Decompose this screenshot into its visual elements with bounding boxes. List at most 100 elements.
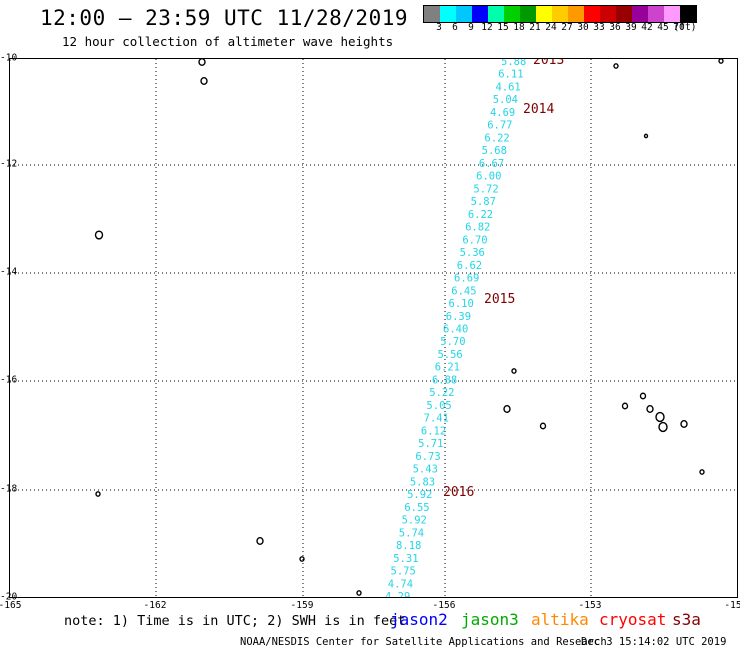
wave-height-label: 4.74 [388,578,413,590]
wave-height-label: 6.73 [415,451,440,463]
legend-label: 18 [513,22,525,33]
island-outline [299,556,305,562]
legend-swatch [648,6,664,22]
island-outline [356,590,362,596]
legend-label: 24 [545,22,557,33]
x-axis-tick-label: -159 [290,600,314,611]
wave-height-label: 7.41 [424,413,449,425]
altimeter-track: 5.886.114.615.044.696.776.225.686.676.00… [385,59,526,598]
wave-height-label: 6.67 [479,158,504,170]
wave-height-label: 6.62 [457,260,482,272]
island-outline [539,422,547,430]
wave-height-label: 6.69 [454,273,479,285]
y-axis-tick-label: -12 [0,158,18,170]
wave-height-label: 6.21 [435,362,460,374]
footer-credit: NOAA/NESDIS Center for Satellite Applica… [240,636,607,648]
page-subtitle: 12 hour collection of altimeter wave hei… [62,34,394,49]
wave-height-label: 5.36 [460,247,485,259]
legend-label: 9 [468,22,474,33]
units-note: note: 1) Time is in UTC; 2) SWH is in fe… [64,613,406,629]
wave-height-label: 6.39 [446,311,471,323]
wave-height-label: 5.31 [393,553,418,565]
legend-swatch [568,6,584,22]
island-outline [200,77,208,86]
legend-swatch [456,6,472,22]
legend-label: 27 [561,22,573,33]
wave-height-label: 5.70 [440,336,465,348]
island-outline [256,537,264,546]
wave-height-label: 5.92 [402,515,427,527]
island-outline [621,402,629,410]
grid-lines [10,59,737,597]
legend-label: 3 [436,22,442,33]
island-outline [655,411,665,423]
wave-height-label: 5.22 [429,387,454,399]
x-axis-tick-label: -15 [724,600,740,611]
y-axis-tick-label: -16 [0,374,18,386]
track-annotations: 2013 2014 2015 2016 [443,59,564,500]
footer: NOAA/NESDIS Center for Satellite Applica… [240,636,726,648]
legend-swatch [616,6,632,22]
x-axis-tick-label: -153 [578,600,602,611]
legend-swatch [600,6,616,22]
island-outline [643,133,649,139]
wave-height-label: 6.45 [451,285,476,297]
legend-swatch [440,6,456,22]
legend-label: 30 [577,22,589,33]
x-axis-tick-label: -162 [143,600,167,611]
wave-height-label: 6.11 [498,69,523,81]
y-axis-tick-label: -18 [0,483,18,495]
legend-label: 39 [625,22,637,33]
island-outline [613,63,619,69]
wave-height-label: 8.18 [396,540,421,552]
wave-height-label: 6.40 [443,324,468,336]
wave-height-label: 6.10 [449,298,474,310]
legend-swatch [552,6,568,22]
legend-swatch [504,6,520,22]
wave-height-label: 6.00 [476,171,501,183]
satellite-label-jason3: jason3 [461,610,519,629]
satellite-label-altika: altika [531,610,589,629]
wave-height-label: 6.70 [462,234,487,246]
island-outline [503,405,511,414]
wave-height-label: 5.87 [471,196,496,208]
island-outline [658,421,668,433]
legend-label: 12 [481,22,493,33]
page-title: 12:00 — 23:59 UTC 11/28/2019 [40,6,409,30]
y-axis-tick-label: -20 [0,591,18,603]
wave-height-label: 6.22 [484,132,509,144]
x-axis-tick-label: -165 [0,600,22,611]
wave-height-label: 6.77 [487,120,512,132]
island-outline [718,59,724,64]
wave-height-label: 5.88 [501,59,526,68]
wave-height-label: 4.61 [495,81,520,93]
wave-height-label: 5.72 [473,183,498,195]
x-axis-tick-label: -156 [432,600,456,611]
legend-swatch [520,6,536,22]
legend-label: 45 [657,22,669,33]
wave-height-label: 6.22 [468,209,493,221]
wave-height-label: 5.04 [493,94,518,106]
legend-swatch [488,6,504,22]
legend-label: 33 [593,22,605,33]
legend-swatch [424,6,440,22]
footer-timestamp: Dec 3 15:14:02 UTC 2019 [581,636,727,648]
legend-label: 6 [452,22,458,33]
wave-height-label: 5.05 [426,400,451,412]
island-outline [95,491,101,497]
legend-swatch [472,6,488,22]
map-canvas: 5.886.114.615.044.696.776.225.686.676.00… [10,59,737,598]
island-outline [94,230,104,240]
island-outline [511,368,517,374]
wave-height-label: 5.56 [437,349,462,361]
wave-height-label: 6.82 [465,222,490,234]
satellite-label-jason2: jason2 [390,610,448,629]
wave-height-label: 6.12 [421,425,446,437]
y-axis-tick-label: -14 [0,266,18,278]
legend-label: 42 [641,22,653,33]
legend-swatch [584,6,600,22]
legend-label: 70 [673,22,685,33]
track-annotation-label: 2016 [443,485,474,500]
wave-height-label: 4.69 [490,107,515,119]
wave-height-label: 4.29 [385,591,410,598]
